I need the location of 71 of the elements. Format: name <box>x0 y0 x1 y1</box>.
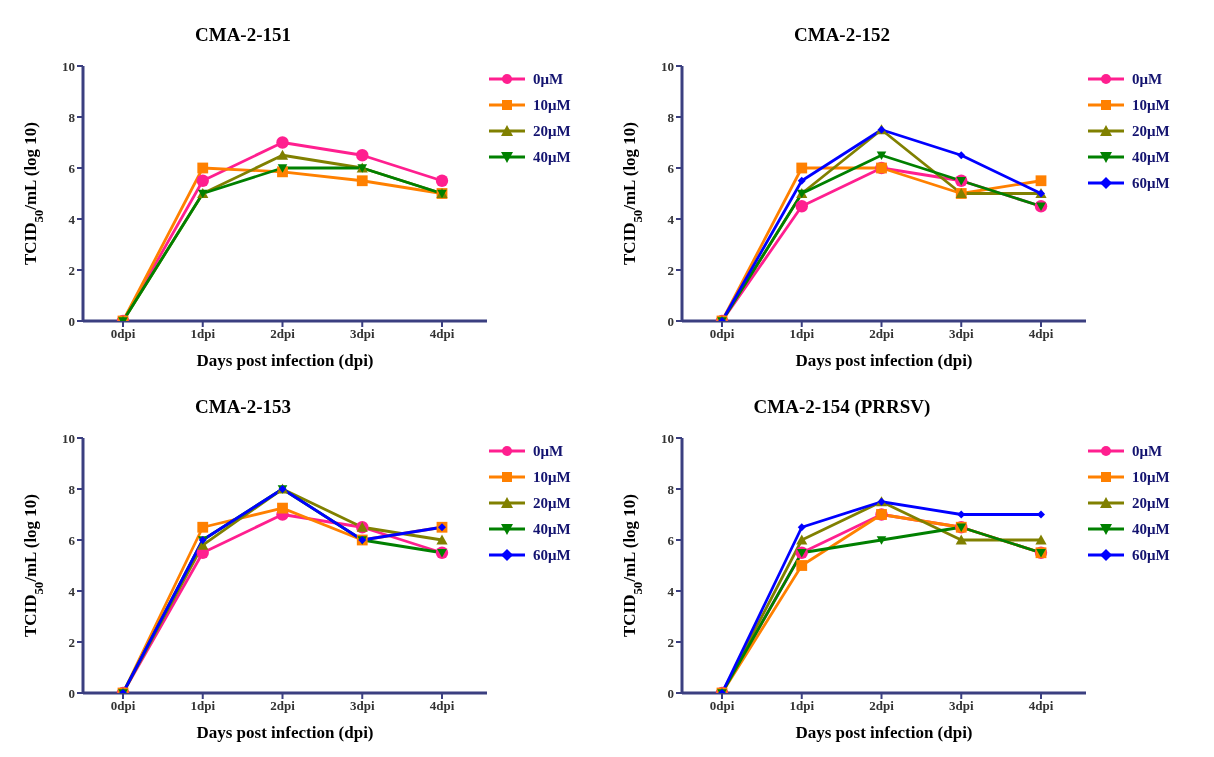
x-tick-label: 3dpi <box>349 698 375 714</box>
legend-label: 0μM <box>1132 442 1163 460</box>
y-tick-label: 2 <box>667 262 674 278</box>
x-tick-label: 4dpi <box>429 698 455 714</box>
y-tick-label: 0 <box>667 313 674 329</box>
x-axis-title: Days post infection (dpi) <box>196 351 374 370</box>
x-tick-label: 4dpi <box>1028 698 1054 714</box>
x-tick-label: 2dpi <box>869 698 895 714</box>
legend-label: 60μM <box>1132 546 1170 564</box>
x-tick-label: 3dpi <box>349 326 375 342</box>
x-tick-label: 2dpi <box>270 698 296 714</box>
y-tick-label: 8 <box>667 109 675 125</box>
y-tick-label: 4 <box>68 211 76 227</box>
y-tick-label: 2 <box>667 634 674 650</box>
x-tick-label: 4dpi <box>1028 326 1054 342</box>
legend-label: 60μM <box>1132 174 1170 192</box>
y-tick-label: 8 <box>667 481 675 497</box>
y-tick-label: 2 <box>68 262 75 278</box>
x-tick-label: 3dpi <box>948 326 974 342</box>
legend-label: 20μM <box>533 122 571 140</box>
x-axis-title: Days post infection (dpi) <box>196 723 374 742</box>
y-tick-label: 2 <box>68 634 75 650</box>
y-tick-label: 6 <box>68 160 76 176</box>
chart-title: CMA-2-154 (PRRSV) <box>752 395 932 419</box>
x-tick-label: 2dpi <box>270 326 296 342</box>
legend-label: 40μM <box>1132 520 1170 538</box>
legend-label: 20μM <box>1132 122 1170 140</box>
chart-title: CMA-2-153 <box>194 395 292 419</box>
legend-label: 0μM <box>1132 70 1163 88</box>
legend-label: 10μM <box>1132 96 1170 114</box>
x-tick-label: 0dpi <box>110 326 136 342</box>
legend-label: 40μM <box>533 520 571 538</box>
y-tick-label: 0 <box>68 685 75 701</box>
x-tick-label: 0dpi <box>110 698 136 714</box>
x-tick-label: 0dpi <box>709 326 735 342</box>
legend-label: 20μM <box>1132 494 1170 512</box>
y-tick-label: 0 <box>68 313 75 329</box>
y-tick-label: 8 <box>68 481 76 497</box>
y-tick-label: 6 <box>667 160 675 176</box>
chart-title: CMA-2-151 <box>194 23 292 47</box>
y-tick-label: 4 <box>667 211 675 227</box>
x-axis-title: Days post infection (dpi) <box>795 351 973 370</box>
legend-label: 60μM <box>533 546 571 564</box>
x-axis-title: Days post infection (dpi) <box>795 723 973 742</box>
y-tick-label: 0 <box>667 685 674 701</box>
y-tick-label: 4 <box>667 583 675 599</box>
y-tick-label: 6 <box>68 532 76 548</box>
x-tick-label: 2dpi <box>869 326 895 342</box>
x-tick-label: 3dpi <box>948 698 974 714</box>
y-tick-label: 10 <box>661 430 674 446</box>
chart-title: CMA-2-152 <box>793 23 891 47</box>
x-tick-label: 1dpi <box>789 698 815 714</box>
legend-label: 10μM <box>533 96 571 114</box>
y-tick-label: 4 <box>68 583 76 599</box>
legend-label: 10μM <box>1132 468 1170 486</box>
legend-label: 0μM <box>533 70 564 88</box>
legend-label: 20μM <box>533 494 571 512</box>
x-tick-label: 0dpi <box>709 698 735 714</box>
legend-label: 10μM <box>533 468 571 486</box>
y-tick-label: 8 <box>68 109 76 125</box>
y-tick-label: 10 <box>661 58 674 74</box>
x-tick-label: 1dpi <box>190 326 216 342</box>
x-tick-label: 4dpi <box>429 326 455 342</box>
x-tick-label: 1dpi <box>789 326 815 342</box>
y-tick-label: 10 <box>62 430 75 446</box>
y-tick-label: 6 <box>667 532 675 548</box>
legend-label: 40μM <box>1132 148 1170 166</box>
y-tick-label: 10 <box>62 58 75 74</box>
x-tick-label: 1dpi <box>190 698 216 714</box>
legend-label: 40μM <box>533 148 571 166</box>
legend-label: 0μM <box>533 442 564 460</box>
